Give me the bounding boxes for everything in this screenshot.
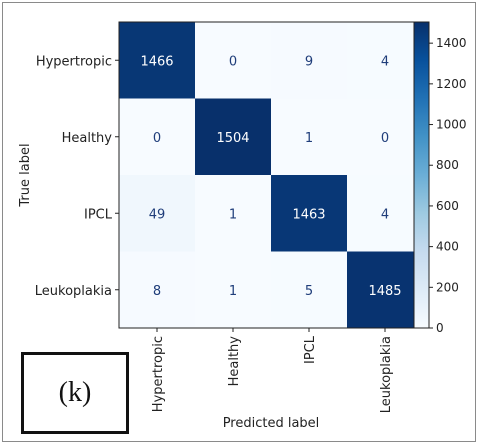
colorbar-tick-label: 1200 — [436, 77, 467, 91]
cell-value-label: 0 — [153, 131, 161, 146]
colorbar-ticks: 0 200 400 600 800 1000 1200 1400 — [429, 36, 467, 335]
colorbar-tick-label: 1000 — [436, 118, 467, 132]
x-tick-label: Healthy — [227, 336, 242, 387]
cell-value-label: 8 — [153, 284, 161, 299]
heatmap-cell — [347, 175, 424, 252]
cell-value-label: 9 — [305, 54, 313, 69]
colorbar-tick-label: 0 — [436, 321, 444, 335]
y-tick-label: IPCL — [84, 207, 113, 222]
colorbar-tick-label: 600 — [436, 199, 459, 213]
y-axis-label: True label — [18, 143, 33, 207]
heatmap-cell — [271, 175, 348, 252]
cell-value-label: 1463 — [292, 207, 325, 222]
cell-value-label: 5 — [305, 284, 313, 299]
heatmap-cell — [119, 98, 196, 176]
x-tick-label: Leukoplakia — [379, 336, 394, 413]
colorbar-tick-label: 800 — [436, 158, 459, 172]
heatmap-cell — [347, 251, 424, 329]
figure-frame: 1466 0 9 4 0 1504 1 0 49 1 1463 4 8 1 5 1485 Hypertropi… — [2, 2, 476, 442]
heatmap-cell — [195, 175, 272, 252]
heatmap-cell — [119, 251, 196, 329]
heatmap-cell — [271, 251, 348, 329]
heatmap-cell — [347, 98, 424, 176]
x-tick-label: IPCL — [303, 335, 318, 364]
heatmap-cells: 1466 0 9 4 0 1504 1 0 49 1 1463 4 8 1 5 1485 — [119, 22, 424, 329]
x-tick-labels: Hypertropic Healthy IPCL Leukoplakia — [151, 328, 394, 413]
cell-value-label: 0 — [381, 131, 389, 146]
cell-value-label: 0 — [229, 54, 237, 69]
y-tick-label: Leukoplakia — [35, 284, 112, 299]
y-tick-label: Healthy — [62, 131, 113, 146]
heatmap-cell — [347, 22, 424, 99]
heatmap-cell — [195, 22, 272, 99]
x-tick-label: Hypertropic — [151, 336, 166, 412]
heatmap-cell — [119, 175, 196, 252]
x-axis-label: Predicted label — [223, 416, 320, 431]
cell-value-label: 1466 — [140, 54, 173, 69]
cell-value-label: 4 — [381, 207, 389, 222]
colorbar-tick-label: 400 — [436, 240, 459, 254]
colorbar-tick-label: 200 — [436, 280, 459, 294]
cell-value-label: 1504 — [216, 131, 249, 146]
heatmap-cell — [271, 98, 348, 176]
y-tick-labels: Hypertropic Healthy IPCL Leukoplakia — [35, 54, 119, 299]
cell-value-label: 1485 — [368, 284, 401, 299]
cell-value-label: 4 — [381, 54, 389, 69]
panel-label: (k) — [21, 352, 129, 434]
y-tick-label: Hypertropic — [36, 54, 112, 69]
confusion-matrix-chart: 1466 0 9 4 0 1504 1 0 49 1 1463 4 8 1 5 1485 Hypertropi… — [18, 21, 467, 431]
cell-value-label: 1 — [229, 207, 237, 222]
cell-value-label: 1 — [305, 131, 313, 146]
heatmap-cell — [195, 251, 272, 329]
colorbar-tick-label: 1400 — [436, 36, 467, 50]
cell-value-label: 49 — [149, 207, 166, 222]
heatmap-cell — [271, 22, 348, 99]
cell-value-label: 1 — [229, 284, 237, 299]
heatmap-cell — [195, 98, 272, 176]
heatmap-cell — [119, 22, 196, 99]
colorbar — [413, 21, 430, 329]
